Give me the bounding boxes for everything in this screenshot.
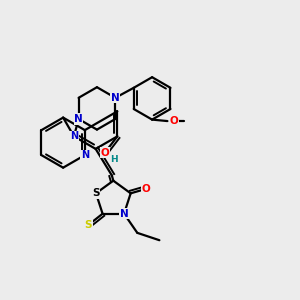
Text: N: N — [81, 150, 89, 160]
Text: O: O — [142, 184, 150, 194]
Text: N: N — [120, 209, 128, 219]
Text: H: H — [110, 155, 118, 164]
Text: S: S — [85, 220, 92, 230]
Text: O: O — [169, 116, 178, 126]
Text: N: N — [70, 131, 78, 141]
Text: N: N — [111, 93, 120, 103]
Text: S: S — [92, 188, 100, 198]
Text: O: O — [100, 148, 109, 158]
Text: N: N — [74, 114, 83, 124]
